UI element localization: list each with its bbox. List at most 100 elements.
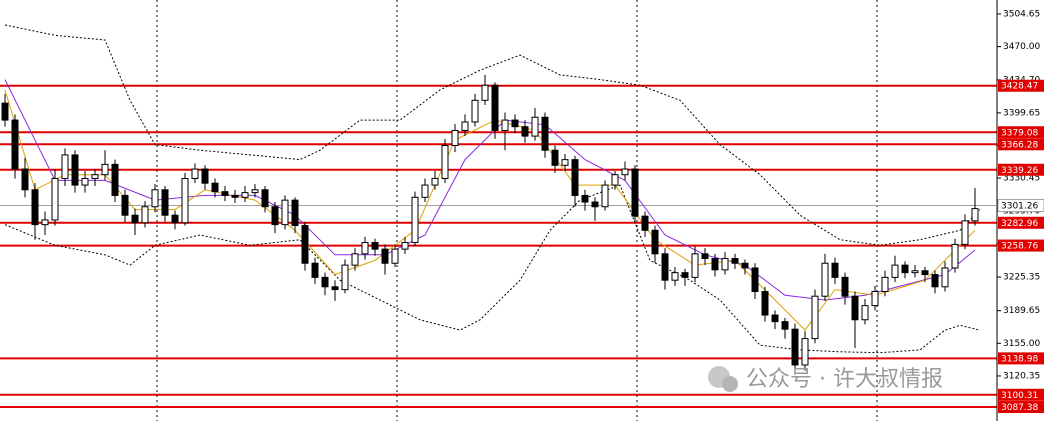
candle-body <box>141 206 149 224</box>
candle-body <box>261 189 269 208</box>
current-price-box <box>997 199 1044 213</box>
y-tick-label: 3189.65 <box>1003 306 1040 316</box>
candle-body <box>151 189 159 208</box>
candle-body <box>51 177 59 221</box>
candle-body <box>931 274 939 288</box>
candle-body <box>481 84 489 101</box>
candle-body <box>661 253 669 281</box>
candle-body <box>801 338 809 366</box>
candle-body <box>441 145 449 179</box>
level-label: 3138.98 <box>1001 354 1038 364</box>
candle-body <box>131 214 139 224</box>
candle-body <box>961 220 969 245</box>
level-label-box <box>998 163 1044 176</box>
candle-body <box>321 276 329 288</box>
candle-body <box>181 177 189 224</box>
candle-body <box>771 314 779 323</box>
candle-body <box>821 262 829 297</box>
candle-body <box>81 177 89 186</box>
candle-body <box>541 116 549 151</box>
candle-body <box>341 264 349 291</box>
candle-body <box>811 295 819 340</box>
candle-body <box>841 276 849 297</box>
candle-body <box>871 290 879 307</box>
candle-body <box>381 248 389 264</box>
level-label-box <box>998 388 1044 401</box>
watermark-text: 公众号 · 许大叔情报 <box>746 367 943 392</box>
candle-body <box>111 163 119 196</box>
candle-body <box>201 168 209 184</box>
candle-body <box>11 119 19 170</box>
level-label-box <box>998 138 1044 151</box>
candle-body <box>281 199 289 226</box>
y-tick-label: 3504.65 <box>1003 9 1040 19</box>
candle-body <box>61 154 69 179</box>
wechat-icon <box>722 376 738 392</box>
y-tick-label: 3330.45 <box>1003 174 1040 184</box>
level-label: 3428.47 <box>1001 82 1038 92</box>
level-label-box <box>998 216 1044 229</box>
candle-body <box>761 290 769 316</box>
level-label-box <box>998 239 1044 252</box>
watermark: 公众号 · 许大叔情报 <box>708 366 943 392</box>
candle-body <box>241 192 249 198</box>
candle-body <box>171 214 179 224</box>
candle-body <box>511 119 519 128</box>
level-label: 3282.96 <box>1001 219 1038 229</box>
candle-body <box>401 242 409 250</box>
candle-body <box>101 163 109 176</box>
level-label: 3379.08 <box>1001 128 1038 138</box>
candle-body <box>391 248 399 264</box>
candle-body <box>331 286 339 291</box>
candle-body <box>971 208 979 222</box>
candle-body <box>521 126 529 137</box>
candle-body <box>831 262 839 278</box>
candle-body <box>291 199 299 227</box>
candle-body <box>451 129 459 147</box>
candle-body <box>251 189 259 194</box>
candle-body <box>851 295 859 321</box>
candle-body <box>231 194 239 198</box>
candle-body <box>641 215 649 231</box>
candle-body <box>621 168 629 176</box>
candle-body <box>91 174 99 179</box>
candle-body <box>431 177 439 186</box>
candle-body <box>361 242 369 255</box>
candle-body <box>861 305 869 321</box>
candle-body <box>731 258 739 264</box>
level-label: 3087.38 <box>1001 403 1038 413</box>
level-label: 3339.26 <box>1001 166 1038 176</box>
candle-body <box>911 270 919 274</box>
indicator-line <box>4 24 981 246</box>
level-label-box <box>998 352 1044 365</box>
candle-body <box>71 154 79 186</box>
candle-body <box>591 201 599 208</box>
candle-body <box>31 189 39 226</box>
candle-body <box>561 159 569 166</box>
candle-body <box>631 168 639 217</box>
candle-body <box>881 276 889 292</box>
candle-body <box>21 168 29 191</box>
level-label: 3258.76 <box>1001 242 1038 252</box>
candle-body <box>651 229 659 255</box>
candle-body <box>301 225 309 264</box>
candle-body <box>711 258 719 271</box>
candle-body <box>311 262 319 278</box>
candle-body <box>191 168 199 179</box>
candle-body <box>551 149 559 166</box>
candle-body <box>471 99 479 123</box>
level-label-box <box>998 79 1044 92</box>
y-tick-label: 3399.65 <box>1003 108 1040 118</box>
candle-body <box>271 206 279 226</box>
candle-body <box>211 182 219 193</box>
level-label: 3100.31 <box>1001 391 1038 401</box>
y-tick-label: 3155.00 <box>1003 339 1040 349</box>
candle-body <box>951 243 959 269</box>
candle-body <box>891 264 899 278</box>
candle-body <box>671 272 679 281</box>
level-label-box <box>998 400 1044 413</box>
candle-body <box>221 191 229 196</box>
candle-body <box>751 267 759 292</box>
